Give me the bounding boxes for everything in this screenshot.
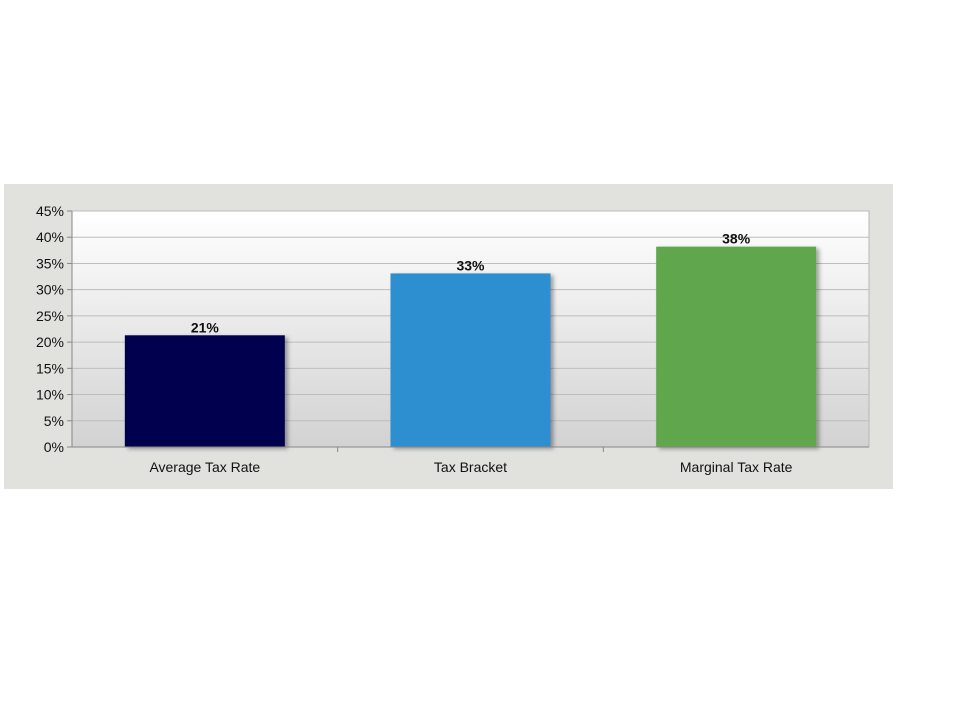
axes <box>67 210 869 452</box>
x-tick-label: Tax Bracket <box>434 459 507 475</box>
labels: 0% 5% 10% 15% 20% 25% 30% 35% 40% 45% 21% Average T… <box>36 203 793 475</box>
data-label: 33% <box>456 257 485 273</box>
y-tick-label: 10% <box>36 387 64 403</box>
x-tick-label: Marginal Tax Rate <box>680 459 793 475</box>
bar <box>124 335 285 447</box>
y-tick-label: 40% <box>36 229 64 245</box>
y-tick-label: 5% <box>44 413 64 429</box>
bars <box>124 246 817 447</box>
y-tick-label: 45% <box>36 203 64 219</box>
chart-panel: 0% 5% 10% 15% 20% 25% 30% 35% 40% 45% 21% Average T… <box>4 184 893 489</box>
y-tick-label: 0% <box>44 439 64 455</box>
data-label: 21% <box>191 319 220 335</box>
x-tick-label: Average Tax Rate <box>149 459 260 475</box>
bar <box>656 246 817 447</box>
y-tick-label: 35% <box>36 255 64 271</box>
y-tick-label: 20% <box>36 334 64 350</box>
data-label: 38% <box>722 231 751 247</box>
y-tick-label: 15% <box>36 360 64 376</box>
y-tick-label: 30% <box>36 282 64 298</box>
bar-chart: 0% 5% 10% 15% 20% 25% 30% 35% 40% 45% 21% Average T… <box>36 203 870 475</box>
bar <box>390 273 551 447</box>
y-tick-label: 25% <box>36 308 64 324</box>
